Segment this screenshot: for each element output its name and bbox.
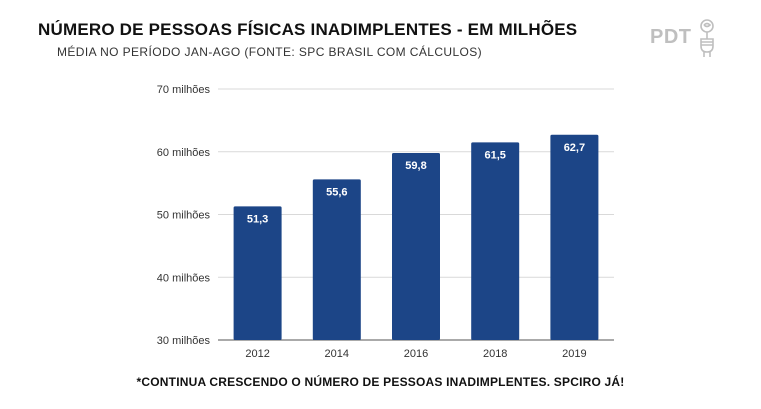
bar-value-label: 55,6 — [326, 186, 347, 198]
x-tick-label: 2018 — [483, 348, 507, 360]
bar — [550, 134, 599, 340]
y-tick-label: 30 milhões — [157, 335, 211, 347]
chart-subtitle: MÉDIA NO PERÍODO JAN-AGO (FONTE: SPC BRA… — [57, 45, 483, 59]
x-tick-label: 2019 — [562, 348, 586, 360]
footer-note: *CONTINUA CRESCENDO O NÚMERO DE PESSOAS … — [136, 375, 625, 389]
fist-holding-rose-icon — [699, 19, 714, 57]
bar — [312, 179, 361, 340]
y-tick-label: 50 milhões — [157, 210, 211, 222]
y-tick-label: 60 milhões — [157, 147, 211, 159]
bar-value-label: 61,5 — [484, 149, 505, 161]
x-tick-label: 2012 — [245, 348, 269, 360]
bar-value-label: 62,7 — [564, 142, 585, 154]
y-tick-label: 40 milhões — [157, 272, 211, 284]
bar — [233, 206, 282, 340]
bar-value-label: 59,8 — [405, 160, 426, 172]
bar-value-label: 51,3 — [247, 213, 268, 225]
x-tick-label: 2016 — [404, 348, 428, 360]
pdt-logo: PDT — [650, 16, 730, 58]
y-tick-label: 70 milhões — [157, 84, 211, 96]
bar — [392, 153, 440, 340]
logo-text: PDT — [650, 25, 692, 48]
x-tick-label: 2014 — [325, 348, 349, 360]
chart-title: NÚMERO DE PESSOAS FÍSICAS INADIMPLENTES … — [38, 20, 578, 39]
bar — [471, 142, 520, 340]
